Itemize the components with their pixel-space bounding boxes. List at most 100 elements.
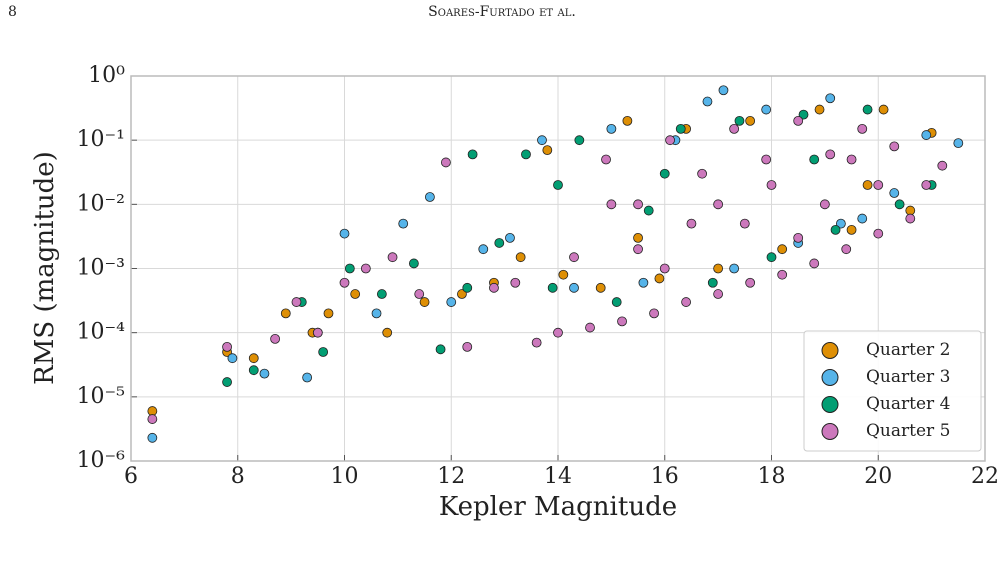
point <box>862 104 873 115</box>
point <box>521 149 531 160</box>
legend-marker <box>821 342 839 359</box>
series-points <box>147 115 948 424</box>
point <box>729 123 740 134</box>
point <box>494 238 505 248</box>
y-tick-label: 10⁻⁵ <box>77 384 125 409</box>
point <box>830 224 841 235</box>
point <box>457 289 467 299</box>
point <box>606 123 617 134</box>
legend-label: Quarter 3 <box>866 367 950 387</box>
point <box>441 157 451 168</box>
point <box>798 109 809 120</box>
point <box>505 232 515 243</box>
x-tick-label: 20 <box>864 464 892 489</box>
point <box>622 115 633 126</box>
point <box>339 228 350 239</box>
point <box>510 277 521 288</box>
point <box>649 308 659 319</box>
series-points <box>222 104 937 387</box>
point <box>825 93 836 104</box>
point <box>846 224 857 235</box>
point <box>227 353 238 364</box>
point <box>147 432 158 443</box>
point <box>467 149 478 160</box>
point <box>387 252 398 263</box>
point <box>222 377 232 387</box>
point <box>270 333 281 344</box>
y-tick-label: 10⁻¹ <box>77 127 125 152</box>
point <box>248 353 259 364</box>
point <box>376 289 387 299</box>
y-tick-label: 10⁰ <box>88 63 125 88</box>
point <box>841 244 852 255</box>
point <box>382 327 393 338</box>
y-axis-title: RMS (magnitude) <box>30 151 60 385</box>
point <box>542 145 553 156</box>
point <box>713 289 724 299</box>
point <box>809 154 820 165</box>
point <box>574 135 585 146</box>
point <box>878 104 889 115</box>
point <box>761 104 772 115</box>
point <box>713 199 724 210</box>
point <box>665 135 675 146</box>
point <box>905 213 916 224</box>
point <box>889 188 900 198</box>
y-tick-label: 10⁻³ <box>77 256 125 281</box>
point <box>547 282 558 293</box>
plot-frame <box>130 75 986 462</box>
point <box>371 308 382 319</box>
point <box>419 297 430 307</box>
x-tick-label: 16 <box>651 464 679 489</box>
point <box>222 342 232 352</box>
point <box>339 277 350 288</box>
point <box>489 282 499 293</box>
point <box>398 218 409 229</box>
point <box>819 199 830 210</box>
point <box>857 123 868 134</box>
point <box>259 368 270 379</box>
point <box>889 141 900 152</box>
page-number: 8 <box>8 4 17 20</box>
point <box>761 154 772 165</box>
point <box>312 327 323 338</box>
x-tick-label: 14 <box>544 464 572 489</box>
y-tick-label: 10⁻⁴ <box>77 320 126 345</box>
point <box>280 308 291 319</box>
point <box>675 123 686 134</box>
point <box>873 228 884 239</box>
point <box>921 130 932 140</box>
point <box>302 372 313 383</box>
point <box>408 258 419 269</box>
point <box>569 252 579 263</box>
point <box>446 297 457 307</box>
point <box>643 205 654 216</box>
point <box>766 180 777 190</box>
point <box>729 263 740 274</box>
point <box>147 414 158 424</box>
point <box>553 180 563 190</box>
point <box>318 347 329 357</box>
point <box>702 96 713 107</box>
legend-marker <box>821 423 839 440</box>
x-tick-label: 10 <box>331 464 359 489</box>
legend-marker <box>821 396 839 413</box>
x-tick-label: 8 <box>231 464 245 489</box>
point <box>713 263 724 274</box>
point <box>537 135 547 146</box>
point <box>659 263 670 274</box>
point <box>686 218 697 229</box>
point <box>633 232 643 243</box>
point <box>793 115 804 126</box>
point <box>659 168 670 179</box>
point <box>515 252 526 263</box>
legend-label: Quarter 2 <box>866 340 950 360</box>
point <box>424 192 435 202</box>
legend-box <box>803 330 982 452</box>
point <box>638 277 649 288</box>
point <box>553 327 563 338</box>
point <box>793 232 804 243</box>
point <box>707 277 718 288</box>
point <box>248 365 259 376</box>
